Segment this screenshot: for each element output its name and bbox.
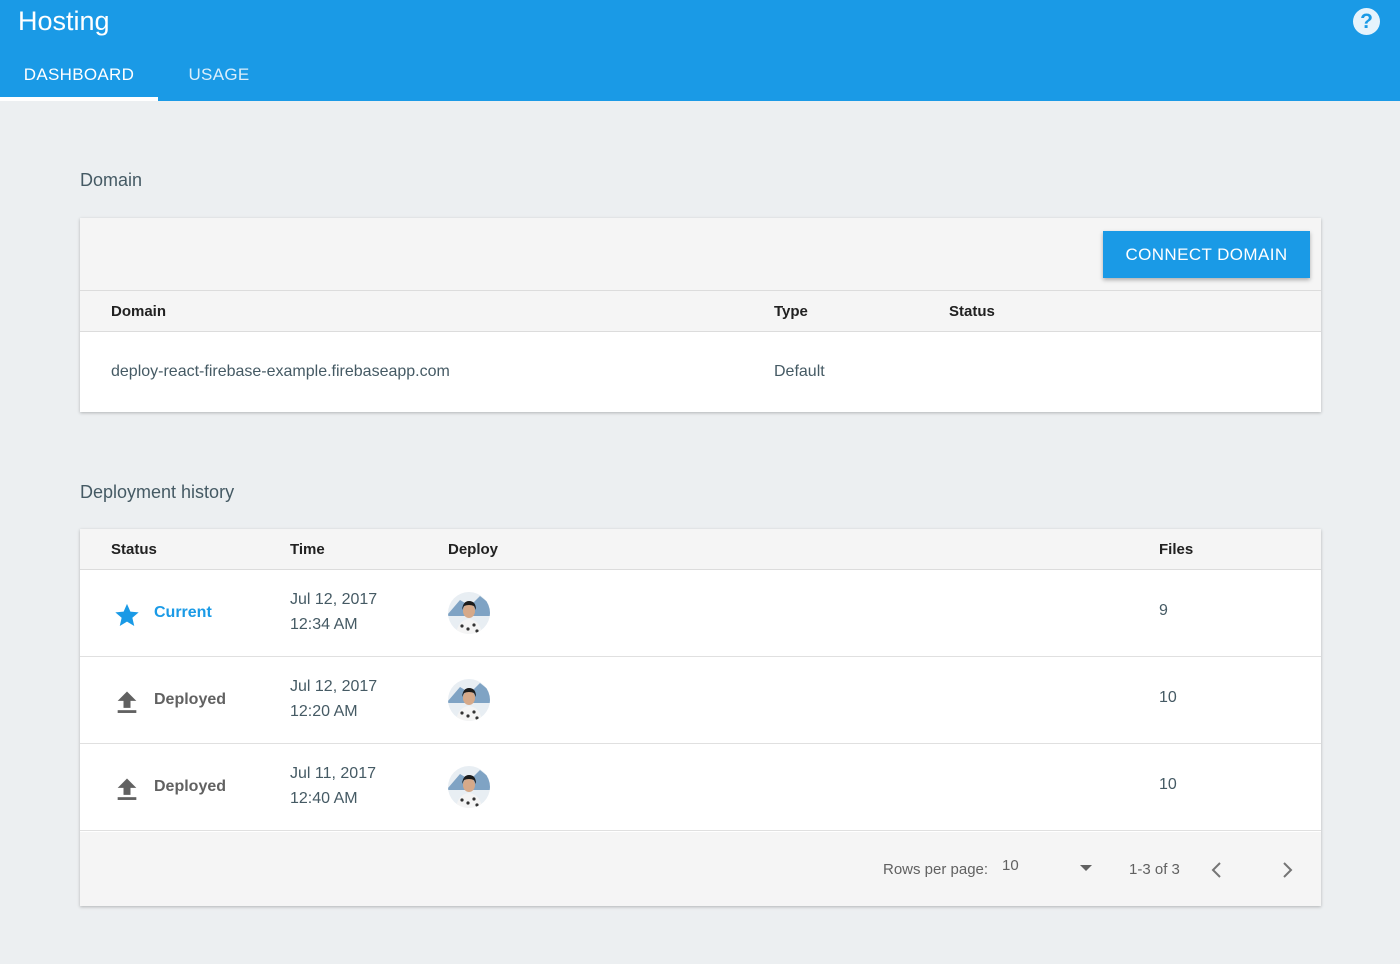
deploy-table-header: Status Time Deploy Files [80,529,1321,570]
column-header-files[interactable]: Files [1159,541,1194,558]
table-row[interactable]: Current Jul 12, 2017 12:34 AM 9 [80,570,1321,657]
domain-section-title: Domain [80,170,143,190]
files-count: 9 [1159,602,1168,619]
column-header-status[interactable]: Status [111,541,157,558]
avatar [448,592,490,634]
chevron-left-icon[interactable] [1208,860,1226,880]
tab-dashboard[interactable]: DASHBOARD [23,65,135,84]
tab-usage[interactable]: USAGE [188,65,250,84]
connect-domain-button[interactable]: CONNECT DOMAIN [1103,231,1310,278]
deploy-date: Jul 12, 2017 [290,591,378,608]
avatar [448,766,490,808]
pagination-range: 1-3 of 3 [1129,861,1180,878]
deploy-date: Jul 12, 2017 [290,678,378,695]
active-tab-indicator [0,97,158,101]
domain-name: deploy-react-firebase-example.firebaseap… [111,363,450,380]
page-title: Hosting [18,6,110,36]
table-row[interactable]: Deployed Jul 11, 2017 12:40 AM 10 [80,744,1321,831]
domain-card: CONNECT DOMAIN Domain Type Status deploy… [80,218,1321,412]
deploy-time: 12:20 AM [290,703,358,720]
column-header-type[interactable]: Type [774,303,808,320]
pagination-footer: Rows per page: 10 1-3 of 3 [80,832,1321,906]
chevron-down-icon[interactable] [1080,865,1092,871]
column-header-time[interactable]: Time [290,541,325,558]
deploy-section-title: Deployment history [80,482,235,502]
app-bar: Hosting ? DASHBOARD USAGE [0,0,1400,101]
deploy-time: 12:34 AM [290,616,358,633]
status-label: Deployed [154,778,227,795]
status-label: Deployed [154,691,227,708]
help-icon[interactable]: ? [1353,8,1380,35]
star-icon [115,603,139,626]
upload-icon [117,778,137,800]
domain-table-header: Domain Type Status [80,291,1321,332]
status-label: Current [154,604,212,621]
rows-per-page-select[interactable]: 10 [1002,857,1019,874]
deploy-time: 12:40 AM [290,790,358,807]
deploy-date: Jul 11, 2017 [290,765,376,782]
table-row[interactable]: Deployed Jul 12, 2017 12:20 AM 10 [80,657,1321,744]
column-header-domain[interactable]: Domain [111,303,167,320]
deployment-history-card: Status Time Deploy Files Current Jul 12,… [80,529,1321,906]
files-count: 10 [1159,776,1177,793]
chevron-right-icon[interactable] [1278,860,1296,880]
rows-per-page-label: Rows per page: [883,861,989,878]
column-header-status[interactable]: Status [949,303,995,320]
column-header-deploy[interactable]: Deploy [448,541,499,558]
files-count: 10 [1159,689,1177,706]
avatar [448,679,490,721]
domain-type: Default [774,363,825,380]
upload-icon [117,691,137,713]
domain-toolbar: CONNECT DOMAIN [80,218,1321,291]
